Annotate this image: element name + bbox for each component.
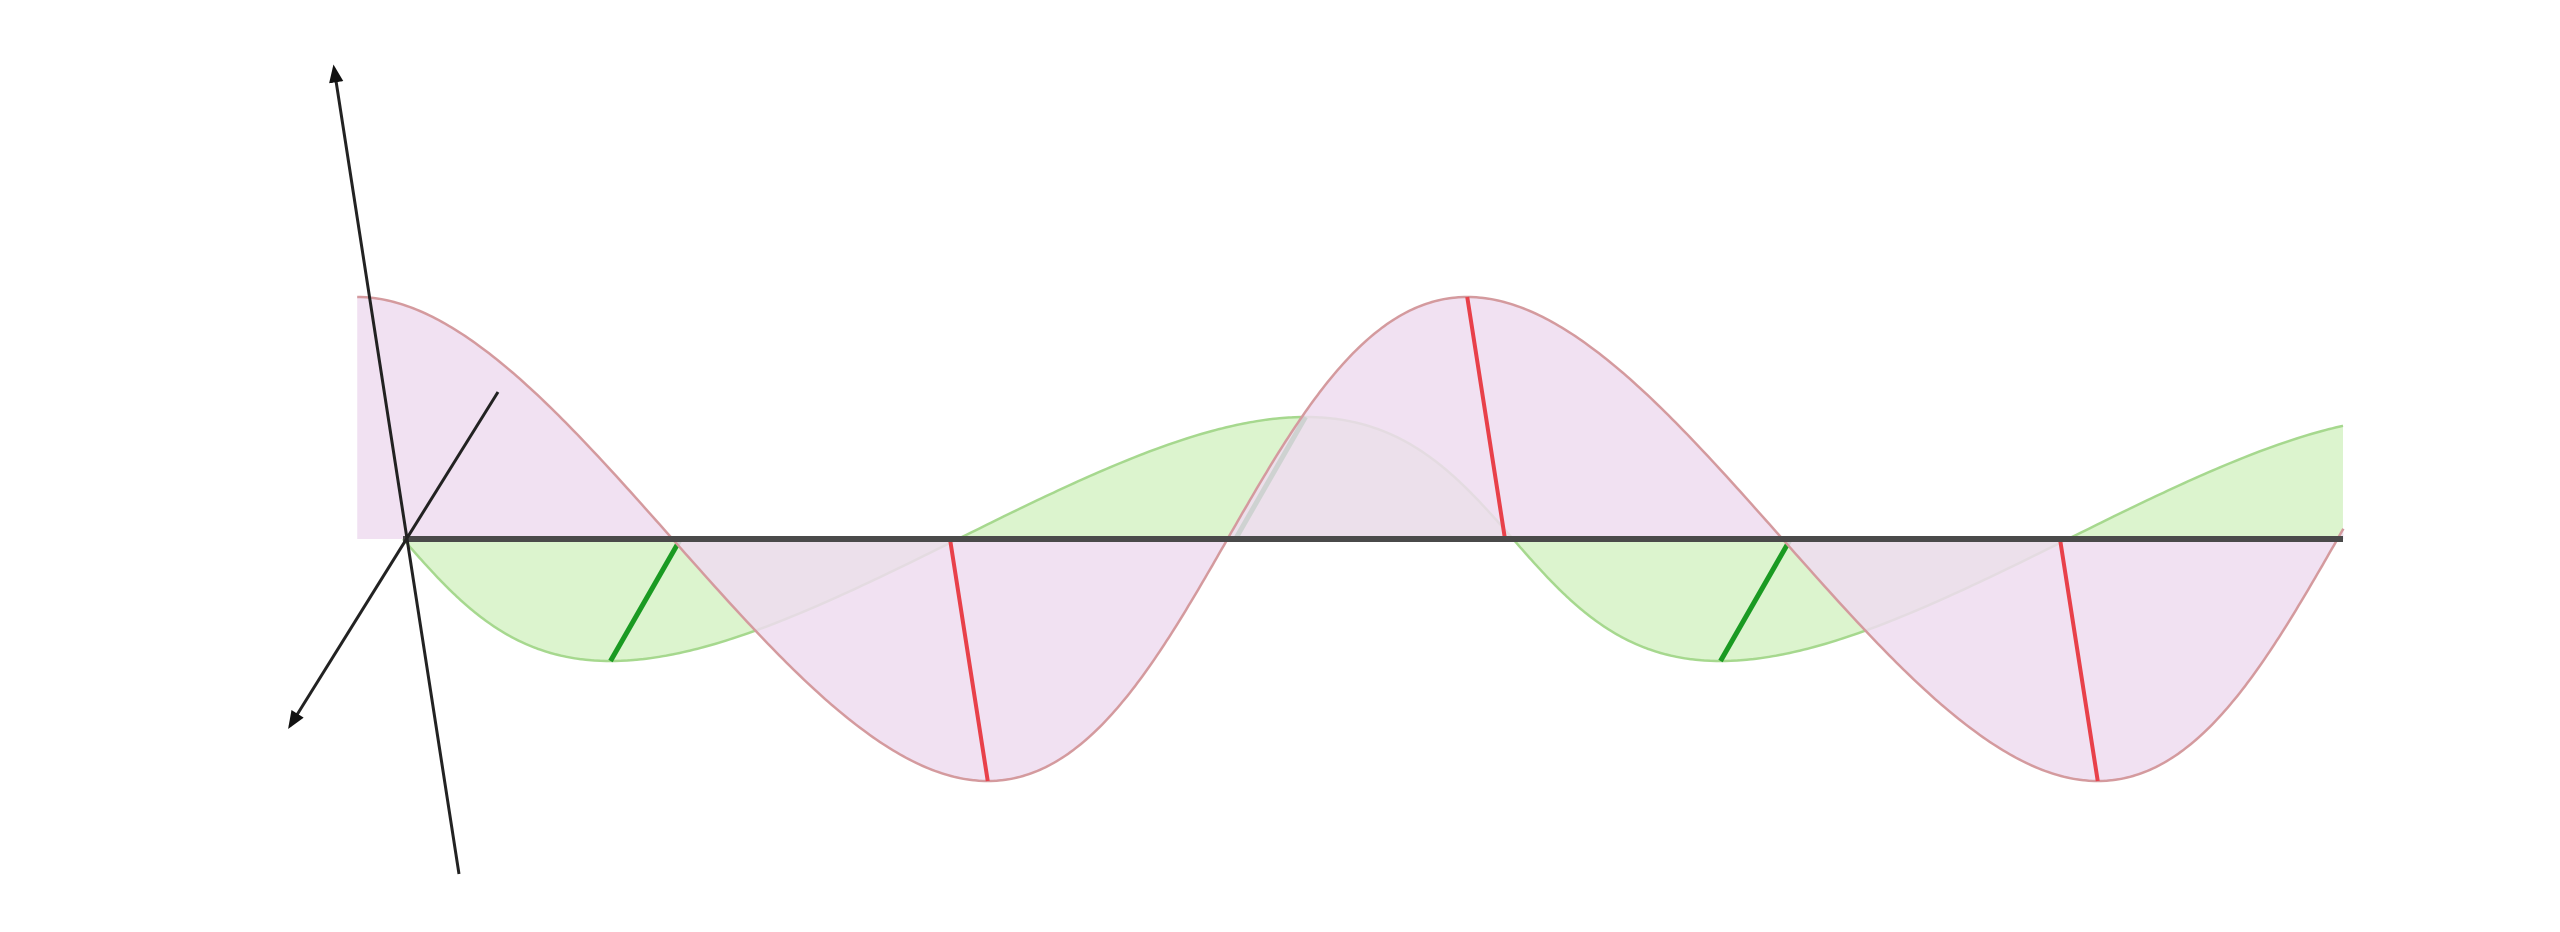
red-field-vector xyxy=(1465,296,1507,540)
green-field-vector xyxy=(608,537,683,663)
depth-axis-arrow xyxy=(288,391,500,730)
red-wave-curve xyxy=(357,295,2345,783)
red-field-vector xyxy=(2058,538,2100,782)
green-field-vector xyxy=(1718,537,1793,663)
vertical-axis-arrow xyxy=(329,64,461,875)
red-field-vector xyxy=(948,538,990,782)
